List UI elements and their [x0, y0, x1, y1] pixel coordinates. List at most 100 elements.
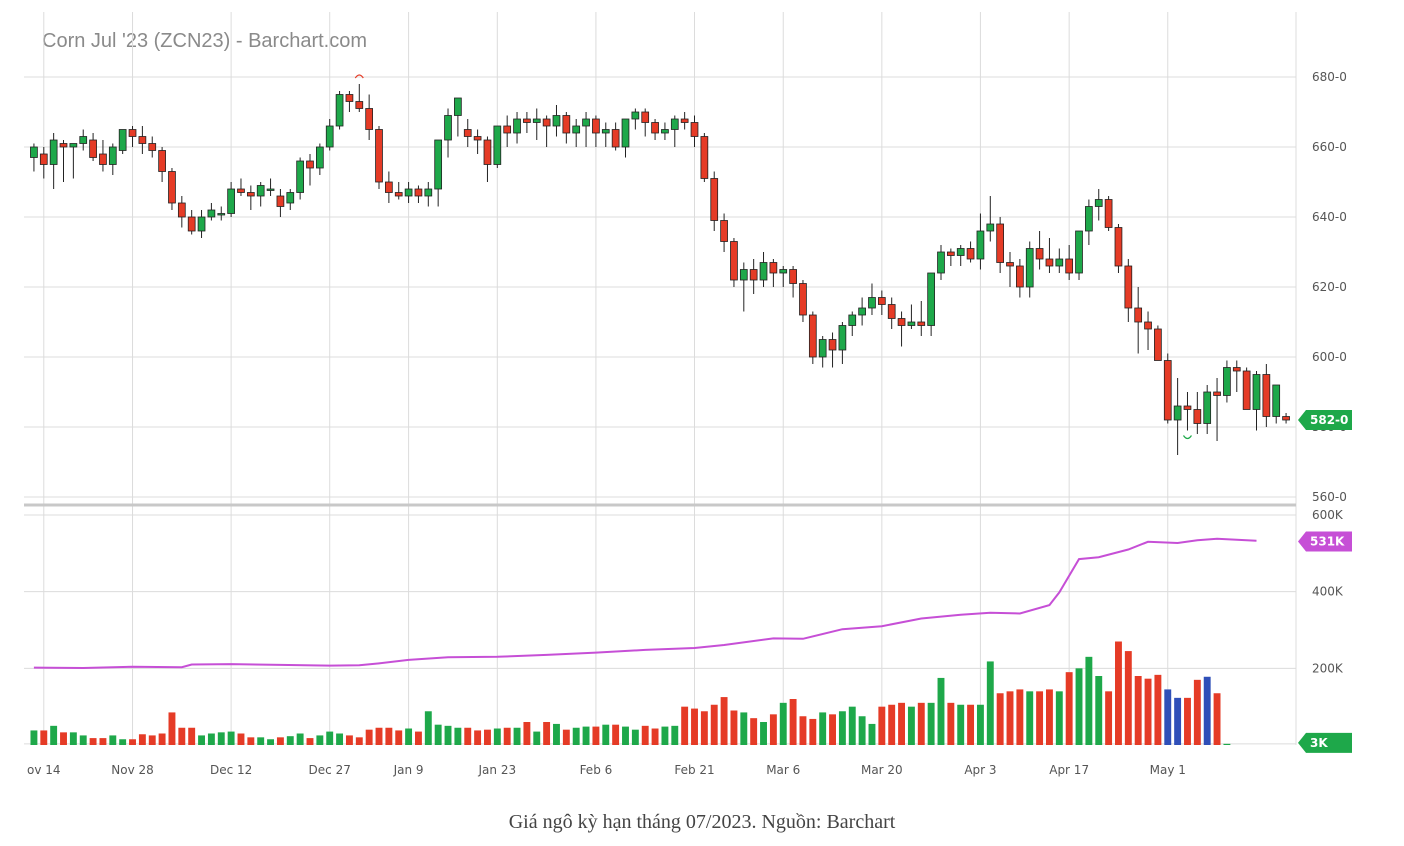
volume-bar [582, 726, 590, 745]
volume-bar [503, 727, 511, 745]
volume-bar [109, 735, 117, 745]
candle-body [108, 146, 117, 165]
candle-body [217, 213, 226, 216]
candle-body [1183, 405, 1192, 410]
last-volume-tag: 3K [1298, 732, 1352, 753]
candle-body [325, 125, 334, 148]
volume-bar [129, 739, 136, 745]
volume-bar [838, 711, 846, 745]
candle-body [759, 262, 768, 281]
x-tick-label: May 1 [1150, 763, 1186, 777]
candle-body [532, 118, 541, 123]
volume-bar [237, 733, 245, 745]
candle-body [651, 122, 659, 134]
volume-bar [1006, 691, 1014, 745]
candle-body [493, 125, 502, 165]
volume-bar [138, 734, 146, 745]
candle-body [227, 188, 235, 214]
volume-bar [296, 733, 304, 745]
candle-body [1144, 321, 1152, 330]
volume-bar [1124, 651, 1132, 745]
candle-body [966, 248, 975, 260]
volume-bar [198, 735, 205, 745]
candle-body [1282, 416, 1290, 421]
volume-bar [1164, 689, 1172, 745]
volume-bar [178, 727, 186, 745]
candle-body [454, 97, 462, 116]
volume-bar [691, 708, 698, 745]
volume-bar [464, 727, 472, 745]
candle-body [1163, 360, 1172, 421]
x-tick-label: Jan 9 [393, 763, 424, 777]
candle-body [444, 115, 452, 141]
chart-title: Corn Jul '23 (ZCN23) - Barchart.com [42, 30, 367, 52]
volume-bar [158, 733, 166, 745]
candle-body [562, 115, 571, 134]
volume-bar [651, 728, 659, 745]
last-volume-tag-shape [1298, 732, 1352, 753]
volume-bar [779, 702, 787, 745]
candle-body [1085, 206, 1093, 232]
candle-body [828, 339, 837, 351]
candle-body [503, 125, 512, 134]
volume-bar [148, 735, 156, 745]
candle-body [848, 314, 857, 326]
candle-body [394, 192, 403, 197]
volume-bar [1036, 691, 1044, 745]
open-interest-tag: 531K [1298, 531, 1352, 552]
volume-bar [30, 730, 38, 745]
volume-bar [967, 704, 975, 745]
candle-body [1272, 384, 1281, 417]
volume-bar [257, 737, 265, 745]
volume-bar [671, 725, 679, 745]
candle-body [345, 94, 354, 102]
candle-body [375, 129, 383, 183]
volume-bar [947, 702, 955, 745]
x-tick-label: Apr 17 [1049, 763, 1089, 777]
candle-body [868, 297, 876, 309]
volume-bar [1184, 697, 1191, 745]
last-price-tag-text: 582-0 [1310, 413, 1348, 427]
volume-bar [434, 724, 442, 745]
candle-body [582, 118, 590, 127]
x-tick-label: Mar 6 [766, 763, 800, 777]
volume-bar [572, 727, 580, 745]
candle-body [552, 115, 561, 127]
candle-body [1252, 374, 1261, 410]
volume-bar [760, 722, 767, 745]
volume-bar [543, 722, 551, 745]
volume-bar [69, 732, 77, 745]
volume-bar [1203, 676, 1211, 745]
candle-body [611, 129, 620, 148]
candle-body [1154, 328, 1162, 361]
candle-body [177, 202, 186, 218]
volume-bar [207, 733, 215, 745]
last-volume-tag-text: 3K [1310, 736, 1328, 750]
candle-body [1114, 227, 1123, 267]
candle-body [128, 129, 137, 137]
volume-bar [631, 729, 639, 745]
volume-bar [533, 731, 541, 745]
volume-bar [405, 728, 413, 745]
volume-bar [1016, 689, 1024, 745]
volume-bar [986, 661, 994, 745]
volume-bar [385, 727, 393, 745]
candle-body [1094, 199, 1103, 207]
volume-bar [917, 702, 925, 745]
candle-body [670, 118, 679, 130]
volume-bar [878, 706, 886, 745]
candle-body [168, 171, 176, 204]
candle-body [542, 118, 551, 127]
candle-body [710, 178, 719, 221]
candle-body [365, 108, 373, 130]
price-chart: Corn Jul '23 (ZCN23) - Barchart.com ov 14… [24, 12, 1352, 777]
volume-bar [444, 725, 452, 745]
volume-bar [454, 727, 462, 745]
candle-body [720, 220, 728, 242]
volume-bar [1075, 668, 1083, 745]
candle-body [385, 181, 393, 193]
volume-bar [1213, 693, 1221, 745]
volume-bar [40, 730, 48, 745]
candle-body [316, 146, 324, 169]
candle-body [414, 188, 423, 197]
